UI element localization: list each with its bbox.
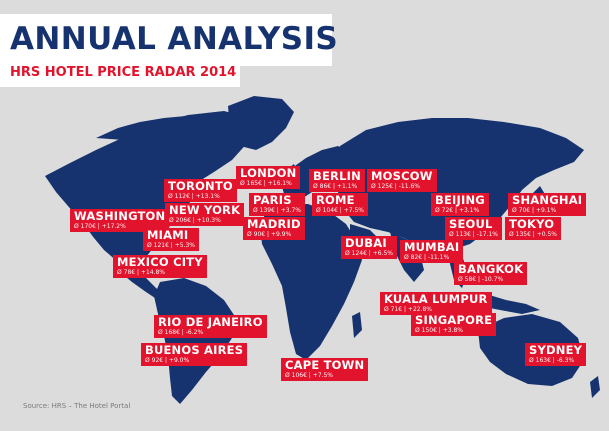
city-label-rio-de-janeiro: RIO DE JANEIRO Ø 168€ | -6.2% (154, 315, 267, 338)
city-detail: Ø 86€ | +1.1% (313, 183, 358, 190)
title-backdrop (0, 14, 332, 66)
city-label-singapore: SINGAPORE Ø 150€ | +3.8% (411, 313, 497, 336)
asia-landmass (336, 118, 584, 252)
city-name: SINGAPORE (415, 313, 493, 327)
city-name: BANGKOK (458, 262, 524, 276)
africa-landmass (260, 204, 362, 360)
city-label-london: LONDON Ø 165€ | +16.1% (236, 166, 301, 189)
new-zealand-landmass (590, 376, 600, 398)
city-detail: Ø 112€ | +13.1% (168, 193, 220, 200)
city-label-moscow: MOSCOW Ø 125€ | -11.6% (367, 169, 437, 192)
arctic-islands-landmass (96, 116, 186, 140)
city-detail: Ø 113€ | -17.1% (449, 231, 498, 238)
city-detail: Ø 139€ | +3.7% (253, 207, 302, 214)
city-label-miami: MIAMI Ø 121€ | +5.3% (143, 228, 200, 251)
city-name: SEOUL (449, 217, 493, 231)
city-name: TOKYO (509, 217, 555, 231)
city-detail: Ø 135€ | +0.5% (509, 231, 558, 238)
city-label-buenos-aires: BUENOS AIRES Ø 92€ | +9.0% (141, 343, 248, 366)
city-detail: Ø 104€ | +7.5% (316, 207, 365, 214)
city-name: TORONTO (168, 179, 233, 193)
city-detail: Ø 58€ | -10.7% (458, 276, 504, 283)
subtitle-backdrop (0, 61, 240, 87)
city-detail: Ø 78€ | +14.8% (117, 269, 166, 276)
source-note: Source: HRS – The Hotel Portal (23, 402, 131, 410)
city-name: DUBAI (345, 236, 387, 250)
city-name: BEIJING (435, 193, 485, 207)
city-label-kuala-lumpur: KUALA LUMPUR Ø 71€ | +22.8% (380, 292, 492, 315)
page-title: ANNUAL ANALYSIS (10, 21, 339, 57)
city-name: CAPE TOWN (285, 358, 365, 372)
city-detail: Ø 121€ | +5.3% (147, 242, 196, 249)
madagascar-landmass (352, 312, 362, 338)
city-label-sydney: SYDNEY Ø 163€ | -6.3% (525, 343, 587, 366)
city-name: KUALA LUMPUR (384, 292, 488, 306)
city-label-beijing: BEIJING Ø 72€ | +3.1% (431, 193, 489, 216)
city-detail: Ø 124€ | +6.5% (345, 250, 394, 257)
city-name: MADRID (247, 217, 301, 231)
city-label-bangkok: BANGKOK Ø 58€ | -10.7% (454, 262, 528, 285)
city-detail: Ø 165€ | +16.1% (240, 180, 292, 187)
city-detail: Ø 150€ | +3.8% (415, 327, 464, 334)
city-detail: Ø 82€ | -11.1% (404, 254, 450, 261)
city-name: LONDON (240, 166, 297, 180)
greenland-landmass (228, 96, 294, 150)
city-detail: Ø 170€ | +17.2% (74, 223, 126, 230)
city-name: BERLIN (313, 169, 361, 183)
city-label-seoul: SEOUL Ø 113€ | -17.1% (445, 217, 502, 240)
city-detail: Ø 70€ | +9.1% (512, 207, 557, 214)
city-label-rome: ROME Ø 104€ | +7.5% (312, 193, 369, 216)
city-name: WASHINGTON (74, 209, 166, 223)
city-detail: Ø 206€ | +10.3% (169, 217, 221, 224)
city-name: MOSCOW (371, 169, 433, 183)
city-label-new-york: NEW YORK Ø 206€ | +10.3% (165, 203, 245, 226)
city-label-toronto: TORONTO Ø 112€ | +13.1% (164, 179, 237, 202)
city-label-mumbai: MUMBAI Ø 82€ | -11.1% (400, 240, 464, 263)
city-detail: Ø 71€ | +22.8% (384, 306, 433, 313)
city-detail: Ø 163€ | -6.3% (529, 357, 575, 364)
city-detail: Ø 92€ | +9.0% (145, 357, 190, 364)
city-label-madrid: MADRID Ø 90€ | +9.9% (243, 217, 305, 240)
city-name: PARIS (253, 193, 292, 207)
city-name: ROME (316, 193, 355, 207)
city-label-berlin: BERLIN Ø 86€ | +1.1% (309, 169, 365, 192)
city-name: MIAMI (147, 228, 189, 242)
city-label-paris: PARIS Ø 139€ | +3.7% (249, 193, 306, 216)
city-label-tokyo: TOKYO Ø 135€ | +0.5% (505, 217, 562, 240)
city-name: SYDNEY (529, 343, 583, 357)
city-name: MEXICO CITY (117, 255, 203, 269)
city-name: MUMBAI (404, 240, 460, 254)
page-subtitle: HRS HOTEL PRICE RADAR 2014 (10, 65, 237, 80)
city-detail: Ø 72€ | +3.1% (435, 207, 480, 214)
city-name: BUENOS AIRES (145, 343, 244, 357)
city-label-washington: WASHINGTON Ø 170€ | +17.2% (70, 209, 170, 232)
city-name: SHANGHAI (512, 193, 583, 207)
city-label-dubai: DUBAI Ø 124€ | +6.5% (341, 236, 398, 259)
city-detail: Ø 106€ | +7.5% (285, 372, 334, 379)
city-detail: Ø 168€ | -6.2% (158, 329, 204, 336)
city-label-mexico-city: MEXICO CITY Ø 78€ | +14.8% (113, 255, 207, 278)
city-name: NEW YORK (169, 203, 241, 217)
south-america-landmass (154, 278, 236, 404)
city-detail: Ø 125€ | -11.6% (371, 183, 420, 190)
city-name: RIO DE JANEIRO (158, 315, 263, 329)
city-label-shanghai: SHANGHAI Ø 70€ | +9.1% (508, 193, 587, 216)
city-detail: Ø 90€ | +9.9% (247, 231, 292, 238)
city-label-cape-town: CAPE TOWN Ø 106€ | +7.5% (281, 358, 369, 381)
